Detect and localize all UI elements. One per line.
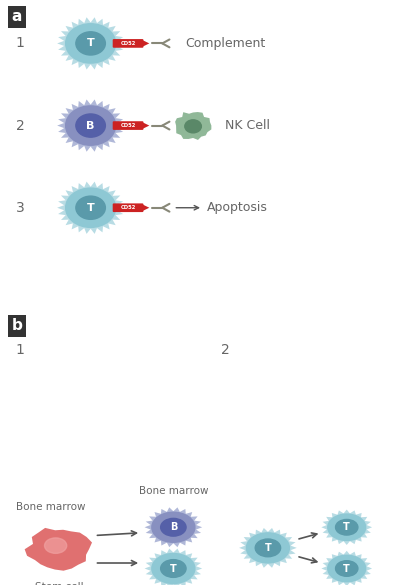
Text: Bone marrow: Bone marrow — [17, 502, 86, 512]
Circle shape — [76, 196, 105, 219]
Polygon shape — [175, 112, 211, 140]
Text: B: B — [170, 522, 177, 532]
Polygon shape — [57, 17, 124, 70]
Circle shape — [328, 555, 366, 581]
Text: T: T — [264, 543, 271, 553]
FancyBboxPatch shape — [113, 204, 143, 212]
Text: 2: 2 — [16, 119, 24, 133]
Text: NK Cell: NK Cell — [225, 119, 269, 132]
Circle shape — [66, 106, 115, 145]
Circle shape — [255, 539, 281, 557]
Circle shape — [336, 519, 358, 535]
Polygon shape — [239, 528, 297, 568]
Text: a: a — [12, 9, 22, 25]
Text: Bone marrow: Bone marrow — [139, 487, 208, 497]
Circle shape — [336, 560, 358, 576]
Circle shape — [161, 518, 186, 536]
Polygon shape — [57, 99, 124, 152]
Polygon shape — [145, 507, 202, 547]
Text: CD52: CD52 — [121, 205, 136, 210]
Text: 1: 1 — [16, 343, 25, 357]
Circle shape — [76, 32, 105, 55]
Circle shape — [66, 188, 115, 228]
Text: T: T — [170, 563, 177, 573]
FancyBboxPatch shape — [113, 121, 143, 130]
Polygon shape — [142, 40, 149, 47]
FancyBboxPatch shape — [113, 39, 143, 48]
Text: Apoptosis: Apoptosis — [207, 201, 268, 214]
Text: 3: 3 — [16, 201, 24, 215]
Circle shape — [246, 533, 290, 563]
Text: CD52: CD52 — [121, 123, 136, 128]
Circle shape — [328, 514, 366, 541]
Polygon shape — [322, 551, 372, 585]
Circle shape — [152, 553, 195, 583]
Polygon shape — [57, 181, 124, 234]
Circle shape — [66, 24, 115, 63]
Text: Complement: Complement — [185, 37, 266, 50]
Polygon shape — [142, 204, 149, 211]
Polygon shape — [142, 122, 149, 129]
Text: T: T — [87, 203, 95, 213]
Text: T: T — [343, 522, 350, 532]
Text: T: T — [343, 563, 350, 573]
Circle shape — [185, 120, 201, 133]
Text: b: b — [12, 318, 23, 333]
Polygon shape — [322, 510, 372, 545]
Text: 1: 1 — [16, 36, 25, 50]
Circle shape — [152, 512, 195, 542]
Text: 2: 2 — [221, 343, 229, 357]
Text: CD52: CD52 — [121, 41, 136, 46]
Polygon shape — [25, 528, 92, 571]
Text: Stem cell: Stem cell — [35, 582, 84, 585]
Circle shape — [45, 538, 67, 553]
Circle shape — [161, 560, 186, 577]
Text: T: T — [87, 39, 95, 49]
Circle shape — [76, 114, 105, 137]
Polygon shape — [145, 549, 202, 585]
Text: B: B — [86, 121, 95, 130]
